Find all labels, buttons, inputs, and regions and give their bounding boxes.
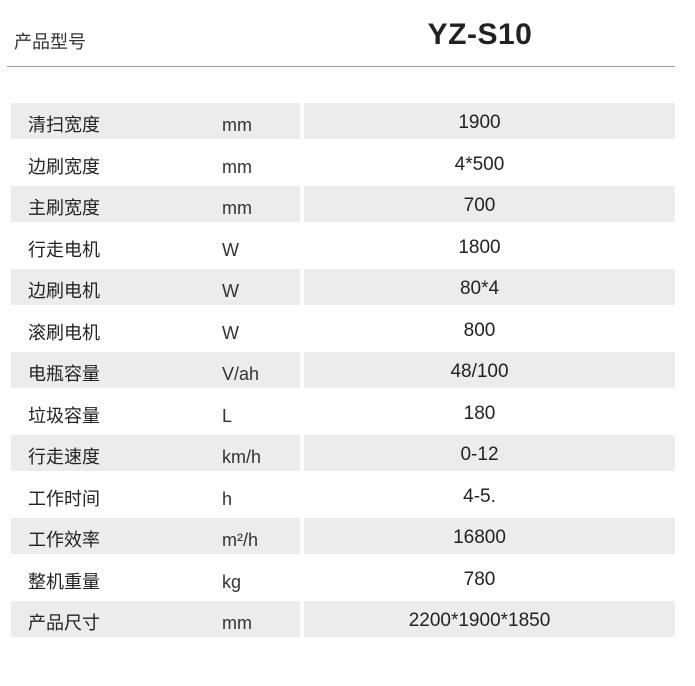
spec-row: 工作时间 h 4-5.	[11, 477, 675, 519]
spec-value-cell: 4*500	[304, 145, 675, 181]
spec-unit: mm	[222, 613, 252, 633]
spec-name: 整机重量	[28, 571, 100, 593]
spec-value: 80*4	[459, 278, 500, 299]
spec-label-cell: 电瓶容量 V/ah	[11, 352, 300, 388]
spec-unit: W	[222, 322, 239, 343]
spec-name: 主刷宽度	[28, 198, 100, 219]
spec-value-cell: 700	[304, 186, 675, 222]
spec-unit: W	[222, 239, 239, 260]
spec-value: 4*500	[454, 153, 505, 175]
spec-unit: h	[222, 488, 233, 509]
spec-value: 1900	[458, 112, 501, 133]
spec-value-cell: 4-5.	[304, 477, 675, 513]
spec-name: 行走速度	[28, 447, 100, 468]
spec-row: 清扫宽度 mm 1900	[11, 103, 675, 145]
spec-name: 工作效率	[28, 530, 100, 551]
spec-name: 滚刷电机	[28, 322, 100, 344]
spec-unit: mm	[222, 156, 252, 177]
spec-value-cell: 780	[304, 560, 675, 596]
spec-label-cell: 行走电机 W	[11, 228, 300, 264]
spec-label-cell: 滚刷电机 W	[11, 311, 300, 347]
spec-name: 电瓶容量	[28, 364, 100, 385]
spec-value: 180	[463, 402, 496, 424]
spec-row: 主刷宽度 mm 700	[11, 186, 675, 228]
header-divider	[7, 66, 675, 67]
spec-value: 4-5.	[463, 485, 496, 507]
spec-label-cell: 垃圾容量 L	[11, 394, 300, 430]
spec-name: 边刷宽度	[28, 156, 100, 178]
spec-value-cell: 800	[304, 311, 675, 347]
spec-unit: m²/h	[222, 530, 258, 550]
spec-row: 边刷宽度 mm 4*500	[11, 145, 675, 187]
model-value: YZ-S10	[427, 18, 533, 51]
spec-unit: mm	[222, 115, 252, 135]
spec-label-cell: 边刷电机 W	[11, 269, 300, 305]
spec-row: 行走电机 W 1800	[11, 228, 675, 270]
spec-value-cell: 1800	[304, 228, 675, 264]
spec-unit: kg	[222, 571, 242, 592]
spec-value: 2200*1900*1850	[408, 610, 551, 631]
spec-value-cell: 0-12	[304, 435, 675, 471]
spec-table: 清扫宽度 mm 1900 边刷宽度 mm 4*500 主刷宽度 mm 700 行…	[11, 103, 675, 643]
spec-name: 垃圾容量	[28, 405, 100, 427]
spec-value: 0-12	[460, 444, 499, 465]
spec-label-cell: 整机重量 kg	[11, 560, 300, 596]
spec-value: 16800	[453, 527, 506, 548]
spec-row: 工作效率 m²/h 16800	[11, 518, 675, 560]
spec-value: 48/100	[450, 361, 509, 382]
spec-label-cell: 主刷宽度 mm	[11, 186, 300, 222]
spec-name: 行走电机	[28, 239, 100, 261]
spec-row: 整机重量 kg 780	[11, 560, 675, 602]
spec-row: 电瓶容量 V/ah 48/100	[11, 352, 675, 394]
spec-unit: L	[222, 405, 233, 426]
spec-unit: mm	[222, 198, 252, 218]
spec-name: 工作时间	[28, 488, 100, 510]
spec-value: 700	[463, 195, 496, 216]
model-label: 产品型号	[14, 32, 86, 53]
spec-row: 产品尺寸 mm 2200*1900*1850	[11, 601, 675, 643]
spec-value: 1800	[458, 236, 501, 258]
spec-unit: V/ah	[222, 364, 260, 384]
spec-label-cell: 产品尺寸 mm	[11, 601, 300, 637]
spec-row: 滚刷电机 W 800	[11, 311, 675, 353]
spec-row: 垃圾容量 L 180	[11, 394, 675, 436]
spec-value: 800	[463, 319, 496, 341]
spec-name: 清扫宽度	[28, 115, 100, 136]
spec-name: 边刷电机	[28, 281, 100, 302]
spec-value-cell: 16800	[304, 518, 675, 554]
spec-row: 边刷电机 W 80*4	[11, 269, 675, 311]
spec-value-cell: 80*4	[304, 269, 675, 305]
spec-label-cell: 工作效率 m²/h	[11, 518, 300, 554]
spec-value-cell: 180	[304, 394, 675, 430]
spec-unit: km/h	[222, 447, 262, 467]
spec-value: 780	[463, 568, 496, 590]
spec-name: 产品尺寸	[28, 613, 100, 634]
spec-row: 行走速度 km/h 0-12	[11, 435, 675, 477]
spec-value-cell: 2200*1900*1850	[304, 601, 675, 637]
spec-value-cell: 48/100	[304, 352, 675, 388]
spec-label-cell: 边刷宽度 mm	[11, 145, 300, 181]
spec-value-cell: 1900	[304, 103, 675, 139]
spec-label-cell: 工作时间 h	[11, 477, 300, 513]
spec-label-cell: 清扫宽度 mm	[11, 103, 300, 139]
spec-label-cell: 行走速度 km/h	[11, 435, 300, 471]
spec-unit: W	[222, 281, 239, 301]
